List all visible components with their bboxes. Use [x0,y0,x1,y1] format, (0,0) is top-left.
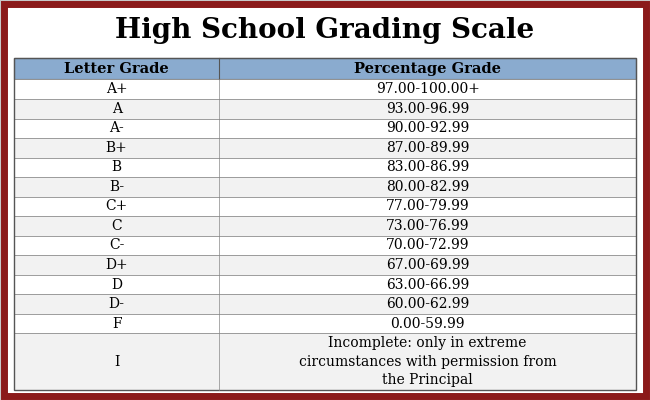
Text: C+: C+ [105,200,128,214]
Bar [14,255,636,275]
Text: 90.00-92.99: 90.00-92.99 [386,121,469,135]
Text: 87.00-89.99: 87.00-89.99 [386,141,469,155]
Text: 63.00-66.99: 63.00-66.99 [386,278,469,292]
Bar [14,80,636,99]
Bar [14,58,636,80]
Text: A+: A+ [106,82,127,96]
Text: Percentage Grade: Percentage Grade [354,62,501,76]
Bar [14,216,636,236]
Text: 97.00-100.00+: 97.00-100.00+ [376,82,480,96]
Bar [14,236,636,255]
Text: C-: C- [109,238,124,252]
Bar [14,197,636,216]
Bar [14,99,636,118]
Text: 70.00-72.99: 70.00-72.99 [386,238,469,252]
Bar [14,138,636,158]
Text: D: D [111,278,122,292]
Text: C: C [111,219,122,233]
Bar [14,118,636,138]
Text: Letter Grade: Letter Grade [64,62,169,76]
Text: B+: B+ [106,141,127,155]
Text: 83.00-86.99: 83.00-86.99 [386,160,469,174]
Bar [14,158,636,177]
Text: A: A [112,102,122,116]
Bar [14,275,636,294]
Text: I: I [114,355,120,369]
Text: F: F [112,316,122,330]
Text: 80.00-82.99: 80.00-82.99 [386,180,469,194]
Text: 73.00-76.99: 73.00-76.99 [386,219,469,233]
Bar [14,58,636,390]
Bar [14,177,636,197]
Text: 67.00-69.99: 67.00-69.99 [386,258,469,272]
Text: D+: D+ [105,258,128,272]
Text: B-: B- [109,180,124,194]
Text: B: B [112,160,122,174]
Text: 93.00-96.99: 93.00-96.99 [386,102,469,116]
Text: High School Grading Scale: High School Grading Scale [116,16,534,44]
Text: 0.00-59.99: 0.00-59.99 [391,316,465,330]
Bar [14,333,636,390]
Text: 60.00-62.99: 60.00-62.99 [386,297,469,311]
Text: Incomplete: only in extreme
circumstances with permission from
the Principal: Incomplete: only in extreme circumstance… [299,336,556,387]
Text: 77.00-79.99: 77.00-79.99 [386,200,469,214]
Text: A-: A- [109,121,124,135]
Bar [14,294,636,314]
Bar [14,314,636,333]
Text: D-: D- [109,297,125,311]
